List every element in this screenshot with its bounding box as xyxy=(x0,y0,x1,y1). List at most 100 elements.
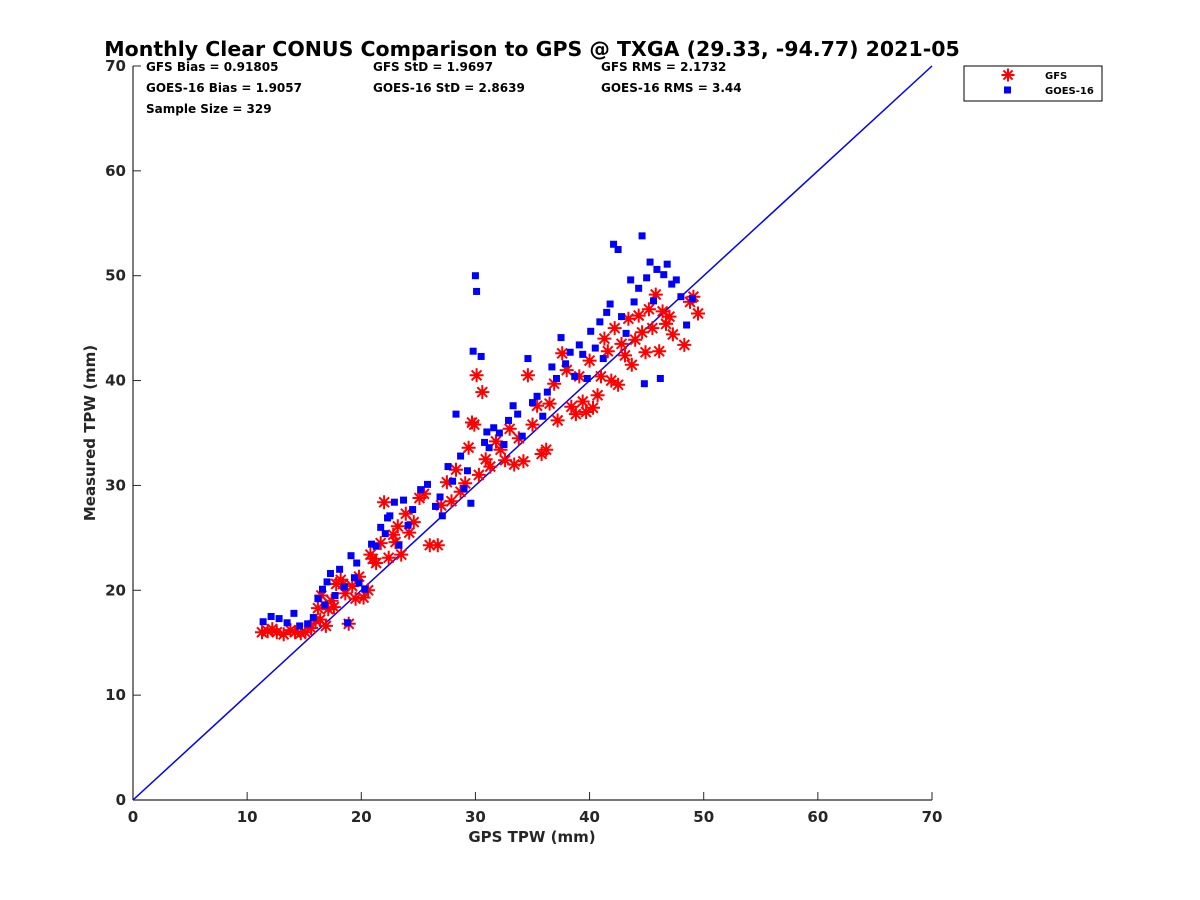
y-tick-label: 20 xyxy=(105,581,126,599)
x-tick-label: 50 xyxy=(693,808,714,826)
y-tick-label: 60 xyxy=(105,162,126,180)
goes16-point xyxy=(622,329,630,337)
legend-goes16-marker xyxy=(1004,86,1011,94)
gfs-point xyxy=(525,417,540,432)
goes16-point xyxy=(390,498,398,506)
gfs-point xyxy=(586,400,600,415)
gfs-point xyxy=(369,556,384,570)
chart-title: Monthly Clear CONUS Comparison to GPS @ … xyxy=(104,37,960,61)
goes16-point xyxy=(524,355,532,363)
stat-text: GFS Bias = 0.91805 xyxy=(146,60,278,74)
gfs-point xyxy=(260,624,275,639)
gfs-point xyxy=(604,373,619,388)
gfs-point xyxy=(471,467,486,482)
goes16-point xyxy=(579,350,587,358)
goes16-point xyxy=(321,601,329,609)
goes16-point xyxy=(688,295,696,303)
goes16-point xyxy=(423,480,431,488)
gfs-point xyxy=(269,625,284,640)
gfs-point xyxy=(417,486,432,501)
goes16-point xyxy=(409,506,417,514)
gfs-point xyxy=(467,417,482,432)
stat-text: GFS RMS = 2.1732 xyxy=(601,60,726,74)
goes16-point xyxy=(548,363,556,371)
gfs-point xyxy=(600,344,615,359)
gfs-point xyxy=(398,506,413,521)
gfs-point xyxy=(469,368,484,383)
gfs-point xyxy=(648,287,663,302)
gfs-point xyxy=(655,304,670,319)
gfs-point xyxy=(628,332,643,347)
goes16-point xyxy=(643,274,651,282)
goes16-point xyxy=(460,485,468,493)
goes16-point xyxy=(438,512,446,520)
legend-gfs-label: GFS xyxy=(1045,71,1067,82)
legend-box xyxy=(963,65,1103,102)
gfs-point xyxy=(348,591,363,606)
gfs-point xyxy=(611,377,626,392)
gfs-point xyxy=(276,627,291,642)
gfs-point xyxy=(641,302,656,317)
goes16-point xyxy=(395,541,403,549)
goes16-point xyxy=(331,592,339,600)
goes16-point xyxy=(259,618,267,626)
goes16-point xyxy=(630,298,638,306)
gfs-point xyxy=(489,434,503,449)
x-tick-label: 0 xyxy=(128,808,138,826)
gfs-point xyxy=(555,346,570,361)
goes16-point xyxy=(431,502,439,510)
goes16-point xyxy=(596,318,604,326)
goes16-point xyxy=(372,542,380,550)
gfs-point xyxy=(394,547,409,562)
gfs-point xyxy=(597,331,612,346)
goes16-point xyxy=(344,619,352,627)
goes16-point xyxy=(444,463,452,471)
y-axis-label: Measured TPW (mm) xyxy=(81,345,99,521)
goes16-point xyxy=(340,583,348,591)
gfs-point xyxy=(614,336,629,351)
gfs-point xyxy=(363,547,378,562)
gfs-point xyxy=(550,413,565,428)
gfs-point xyxy=(304,621,319,635)
gfs-point xyxy=(377,495,392,510)
goes16-point xyxy=(477,352,485,360)
gfs-point xyxy=(635,325,650,340)
stat-text: GOES-16 RMS = 3.44 xyxy=(601,81,742,95)
gfs-point xyxy=(475,385,490,400)
legend-gfs-marker xyxy=(1001,68,1015,82)
gfs-point xyxy=(356,590,371,605)
gfs-point xyxy=(313,612,328,627)
goes16-point xyxy=(485,444,493,452)
goes16-point xyxy=(347,552,355,560)
goes16-point xyxy=(469,347,477,355)
gfs-point xyxy=(539,442,554,457)
goes16-point xyxy=(384,514,392,522)
gfs-point xyxy=(318,618,333,633)
goes16-point xyxy=(449,477,457,485)
goes16-point xyxy=(404,521,412,529)
goes16-point xyxy=(552,374,560,382)
gfs-point xyxy=(659,316,673,331)
gfs-point xyxy=(575,394,590,409)
goes16-point xyxy=(283,619,291,627)
goes16-point xyxy=(290,609,298,617)
legend-goes16-label: GOES-16 xyxy=(1045,86,1094,97)
goes16-point xyxy=(557,334,565,342)
goes16-point xyxy=(314,595,322,603)
gfs-point xyxy=(458,476,473,491)
gfs-point xyxy=(434,498,449,513)
x-tick-label: 20 xyxy=(351,808,372,826)
goes16-point xyxy=(646,258,654,266)
goes16-point xyxy=(267,613,275,620)
gfs-point xyxy=(502,421,517,436)
gfs-point xyxy=(579,405,594,419)
goes16-point xyxy=(296,622,304,630)
gfs-point xyxy=(390,519,405,534)
y-tick-label: 0 xyxy=(116,791,126,809)
goes16-point xyxy=(640,380,648,388)
gfs-point xyxy=(621,311,636,326)
goes16-point xyxy=(355,579,363,587)
goes16-point xyxy=(514,410,522,418)
gfs-point xyxy=(530,398,545,413)
